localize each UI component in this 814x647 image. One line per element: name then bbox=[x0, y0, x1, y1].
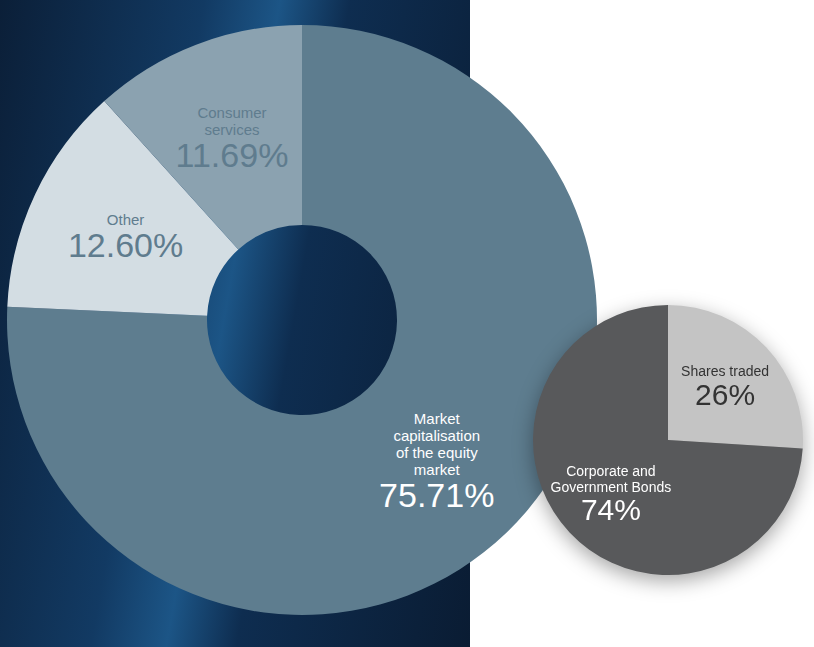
svg-text:26%: 26% bbox=[695, 378, 755, 411]
svg-text:Shares traded: Shares traded bbox=[681, 363, 769, 379]
svg-text:Marketcapitalisationof the equ: Marketcapitalisationof the equitymarket bbox=[393, 410, 480, 479]
svg-text:Other: Other bbox=[107, 211, 145, 228]
svg-text:Consumerservices: Consumerservices bbox=[197, 104, 266, 138]
svg-text:Corporate andGovernment Bonds: Corporate andGovernment Bonds bbox=[551, 463, 672, 495]
svg-text:11.69%: 11.69% bbox=[176, 136, 289, 174]
svg-text:74%: 74% bbox=[581, 493, 641, 526]
svg-text:12.60%: 12.60% bbox=[68, 226, 183, 264]
svg-text:75.71%: 75.71% bbox=[379, 476, 494, 514]
